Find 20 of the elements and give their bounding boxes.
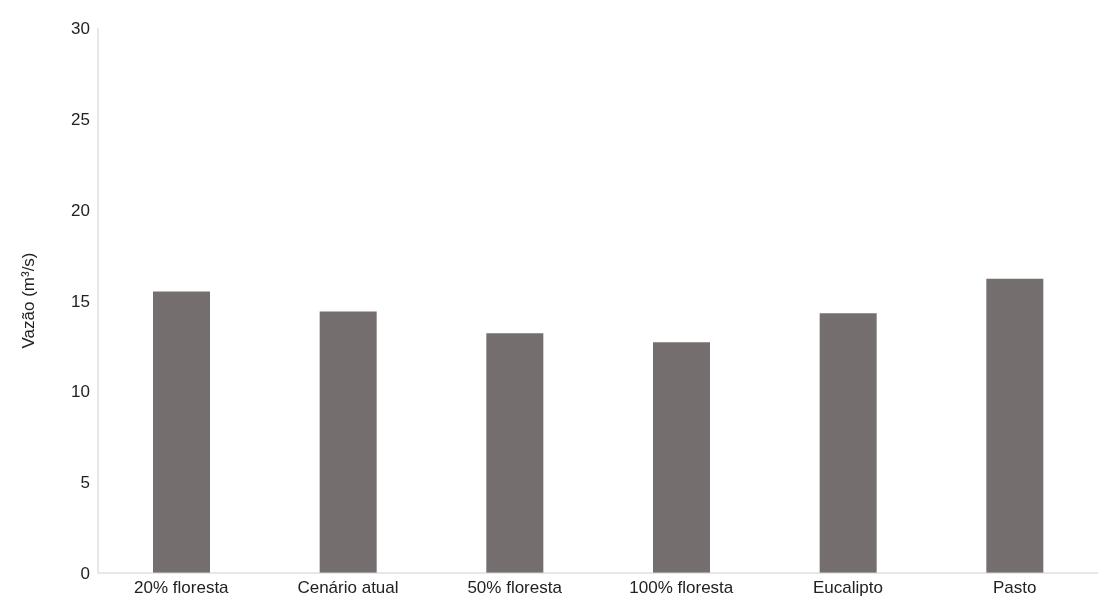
bar	[486, 333, 544, 573]
bar	[653, 342, 710, 573]
y-tick-label: 10	[71, 382, 90, 402]
x-tick-label: 100% floresta	[629, 578, 734, 598]
y-tick-label: 0	[80, 564, 90, 584]
x-tick-label: Cenário atual	[297, 578, 399, 598]
bar	[319, 311, 377, 573]
y-tick-label: 20	[71, 200, 90, 220]
y-tick-label: 15	[71, 291, 90, 311]
bar	[986, 278, 1044, 573]
x-tick-label: 50% floresta	[467, 578, 563, 598]
x-tick-label: Eucalipto	[813, 578, 883, 598]
y-axis-title: Vazão (m³/s)	[19, 252, 39, 349]
bar	[153, 291, 210, 573]
y-tick-label: 30	[71, 19, 90, 39]
bar	[819, 313, 877, 573]
y-tick-label: 25	[71, 109, 90, 129]
x-tick-label: 20% floresta	[134, 578, 230, 598]
x-tick-label: Pasto	[992, 578, 1037, 598]
y-tick-label: 5	[80, 473, 90, 493]
